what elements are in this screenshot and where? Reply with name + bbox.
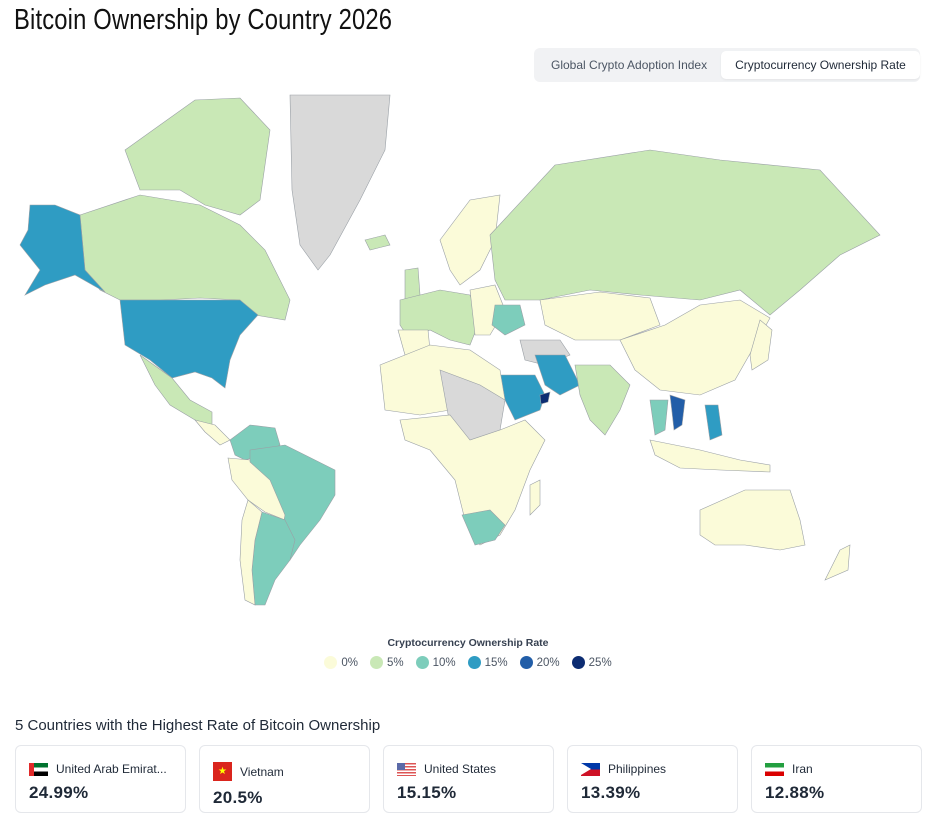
- country-card: United States 15.15%: [383, 745, 554, 813]
- region-usa[interactable]: [119, 299, 259, 389]
- tab-cryptocurrency-ownership-rate[interactable]: Cryptocurrency Ownership Rate: [721, 51, 920, 79]
- page-title: Bitcoin Ownership by Country 2026: [14, 4, 393, 36]
- region-greenland[interactable]: [289, 94, 391, 271]
- region-uk[interactable]: [404, 267, 421, 301]
- region-philippines[interactable]: [704, 404, 723, 441]
- top-countries-cards: United Arab Emirat... 24.99% ★ Vietnam 20…: [15, 745, 922, 813]
- legend-item-5[interactable]: 5%: [369, 656, 404, 669]
- legend-item-15[interactable]: 15%: [467, 656, 508, 669]
- philippines-flag-icon: [581, 762, 600, 776]
- region-canada-islands[interactable]: [124, 97, 271, 216]
- region-central-america[interactable]: [194, 419, 231, 446]
- region-se-asia-islands[interactable]: [649, 439, 771, 473]
- region-iceland[interactable]: [364, 234, 391, 251]
- tab-global-crypto-adoption-index[interactable]: Global Crypto Adoption Index: [551, 58, 708, 72]
- region-pakistan-india[interactable]: [574, 364, 631, 436]
- region-japan[interactable]: [749, 319, 773, 371]
- metric-toggle: Global Crypto Adoption Index Cryptocurre…: [534, 48, 920, 82]
- region-thailand[interactable]: [649, 399, 669, 436]
- region-new-zealand[interactable]: [824, 544, 851, 581]
- legend-item-10[interactable]: 10%: [415, 656, 456, 669]
- iran-flag-icon: [765, 762, 784, 776]
- region-iran[interactable]: [534, 354, 581, 396]
- region-central-africa[interactable]: [399, 414, 546, 546]
- world-map: [19, 94, 881, 606]
- region-madagascar[interactable]: [529, 479, 541, 516]
- region-alaska[interactable]: [19, 204, 106, 296]
- region-vietnam[interactable]: [669, 394, 686, 431]
- vietnam-flag-icon: ★: [213, 762, 232, 781]
- country-card: ★ Vietnam 20.5%: [199, 745, 370, 813]
- legend: 0% 5% 10% 15% 20% 25%: [0, 656, 936, 669]
- region-chile[interactable]: [239, 499, 263, 606]
- region-brazil[interactable]: [249, 444, 336, 561]
- region-ukraine[interactable]: [491, 304, 526, 336]
- legend-title: Cryptocurrency Ownership Rate: [387, 637, 549, 649]
- region-south-africa[interactable]: [461, 509, 506, 546]
- top-countries-heading: 5 Countries with the Highest Rate of Bit…: [15, 717, 381, 734]
- us-flag-icon: [397, 762, 416, 776]
- legend-item-25[interactable]: 25%: [571, 656, 612, 669]
- region-kazakhstan[interactable]: [539, 291, 661, 341]
- region-scandinavia[interactable]: [439, 194, 501, 286]
- uae-flag-icon: [29, 762, 48, 776]
- legend-item-20[interactable]: 20%: [519, 656, 560, 669]
- region-russia[interactable]: [489, 149, 881, 316]
- region-saudi[interactable]: [499, 374, 546, 421]
- region-uae[interactable]: [539, 391, 551, 405]
- legend-item-0[interactable]: 0%: [324, 656, 358, 669]
- country-card: United Arab Emirat... 24.99%: [15, 745, 186, 813]
- country-card: Philippines 13.39%: [567, 745, 738, 813]
- region-australia[interactable]: [699, 489, 806, 551]
- country-card: Iran 12.88%: [751, 745, 922, 813]
